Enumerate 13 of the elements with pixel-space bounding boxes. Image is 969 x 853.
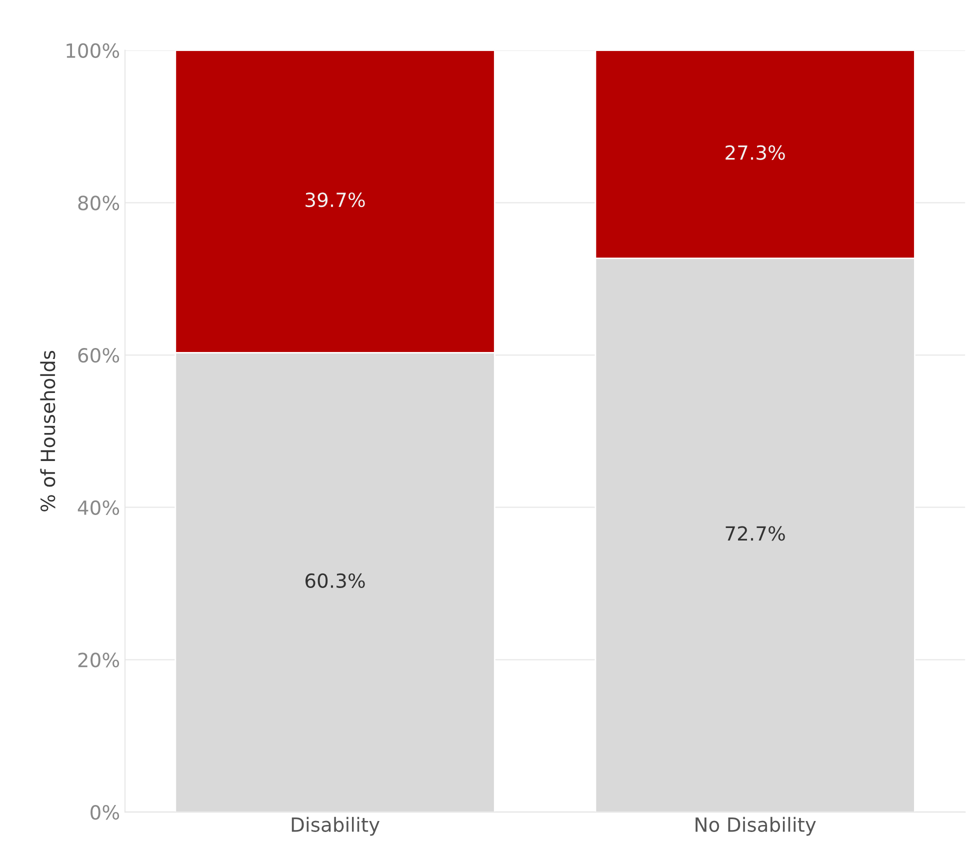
x-tick-label: Disability <box>292 816 380 836</box>
y-tick-label: 60% <box>78 348 120 363</box>
y-tick-label: 0% <box>90 805 120 820</box>
data-label: 39.7% <box>306 192 365 208</box>
y-axis-title: % of Households <box>40 350 56 512</box>
data-label: 72.7% <box>726 526 785 541</box>
x-tick-label: No Disability <box>696 816 816 836</box>
y-tick-label: 20% <box>78 652 120 668</box>
data-label: 60.3% <box>306 573 365 588</box>
y-tick-label: 80% <box>78 196 120 210</box>
y-tick-label: 40% <box>78 500 120 516</box>
y-tick-label: 100% <box>66 43 120 58</box>
data-label: 27.3% <box>726 145 785 160</box>
